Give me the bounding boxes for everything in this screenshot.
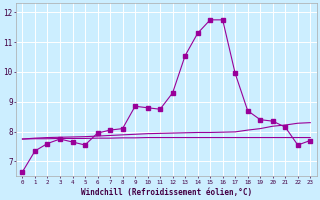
X-axis label: Windchill (Refroidissement éolien,°C): Windchill (Refroidissement éolien,°C) bbox=[81, 188, 252, 197]
